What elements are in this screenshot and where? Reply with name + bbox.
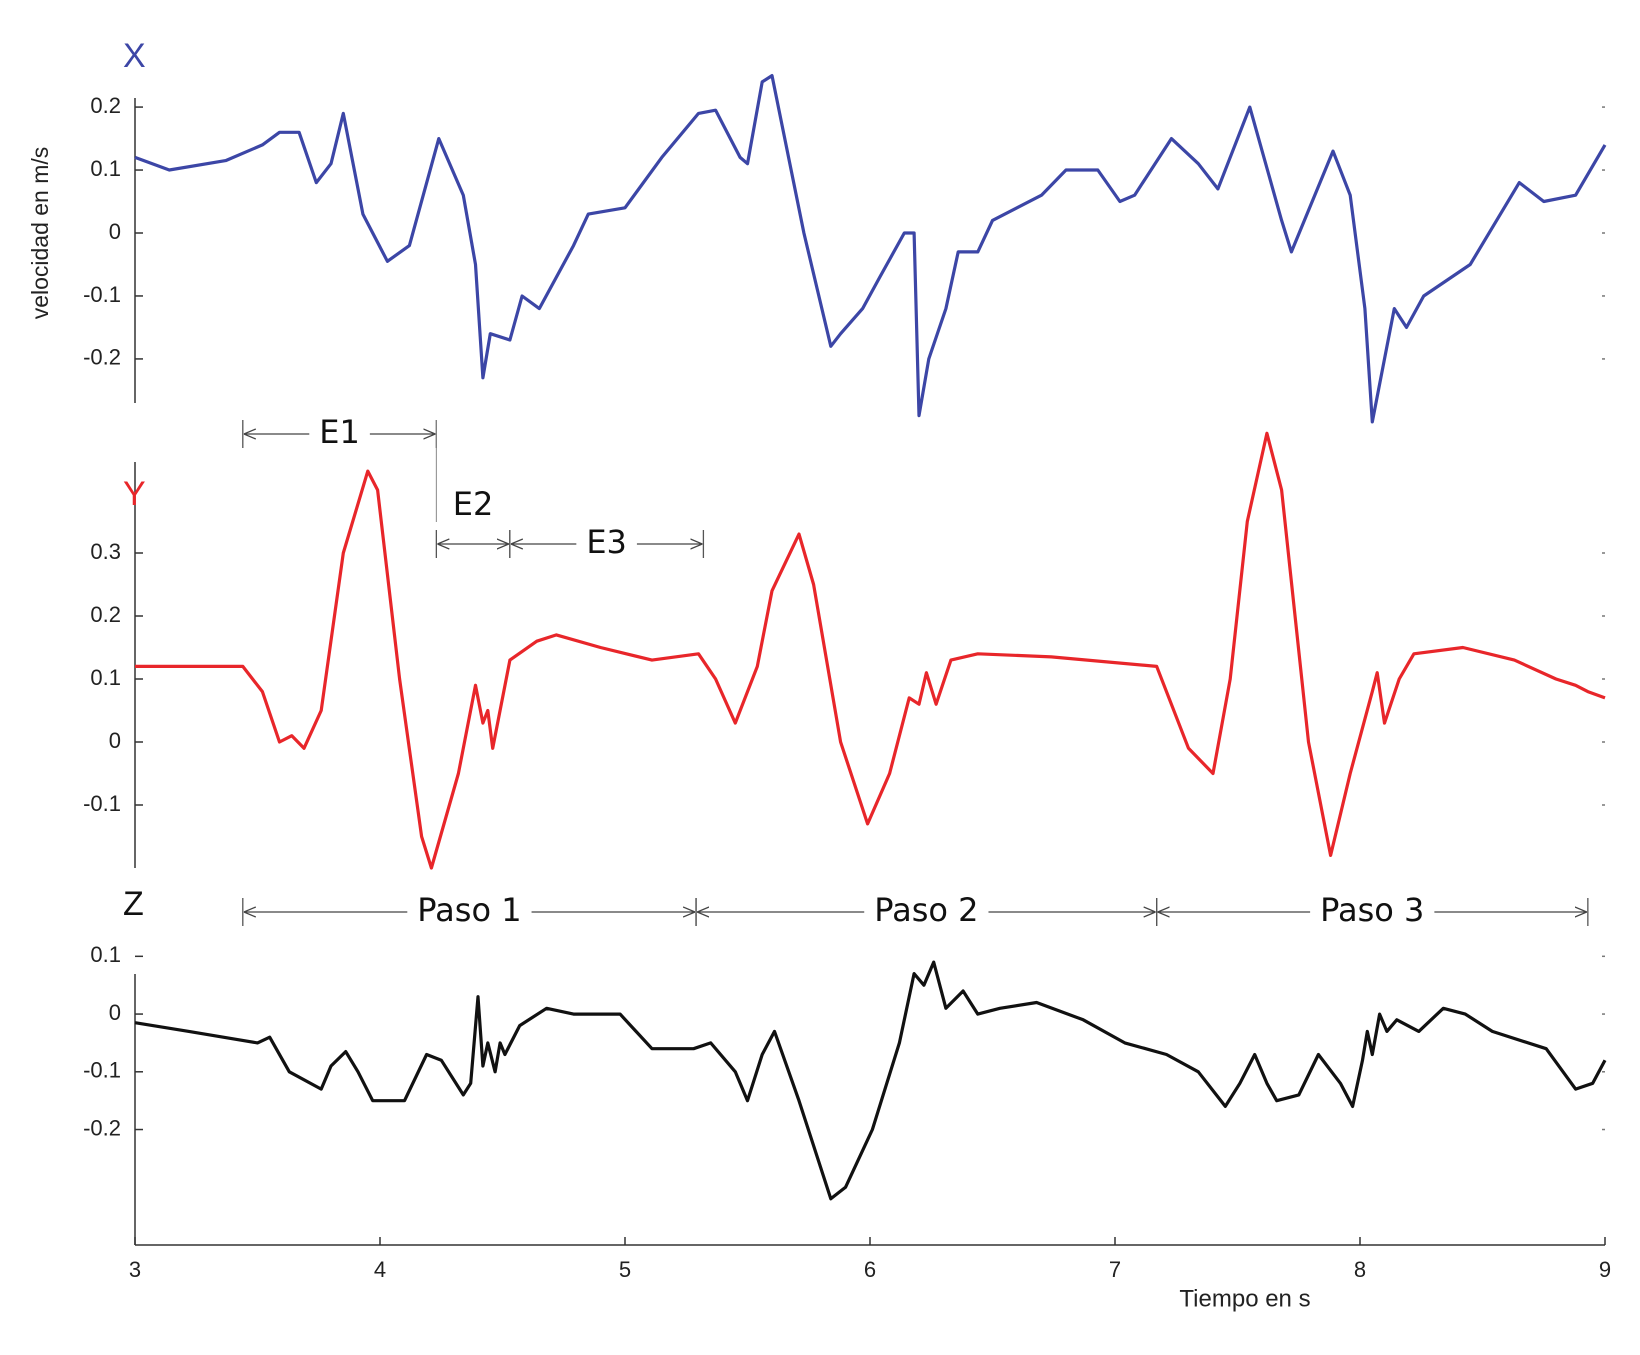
x-tick-label: 6 [864,1257,876,1282]
span-label: Paso 2 [874,891,978,929]
y-tick-label: -0.2 [83,345,121,370]
line-series [134,74,1607,424]
y-tick-label: 0.2 [90,93,121,118]
span-label: E3 [586,523,627,561]
y-tick-label: 0 [109,728,121,753]
span-label: Paso 3 [1320,891,1424,929]
panel-title: Y [123,475,146,513]
x-tick-label: 8 [1354,1257,1366,1282]
y-tick-label: 0.3 [90,539,121,564]
y-axis-label: velocidad en m/s [27,147,53,320]
panel-title: Z [123,885,144,923]
x-tick-label: 7 [1109,1257,1121,1282]
line-series [135,431,1606,870]
label-bg [309,430,370,438]
x-tick-label: 5 [619,1257,631,1282]
y-tick-label: 0 [109,219,121,244]
label-bg [864,908,989,916]
span-label: E1 [319,413,360,451]
y-tick-label: -0.1 [83,282,121,307]
y-tick-label: 0 [109,1000,121,1025]
x-tick-label: 3 [129,1257,141,1282]
y-tick-label: 0.1 [90,942,121,967]
label-bg [1310,908,1435,916]
y-tick-label: -0.1 [83,791,121,816]
label-bg [576,540,637,548]
y-tick-label: 0.1 [90,665,121,690]
y-tick-label: -0.1 [83,1058,121,1083]
x-tick-label: 9 [1599,1257,1611,1282]
y-tick-label: 0.1 [90,156,121,181]
span-label: Paso 1 [417,891,521,929]
line-series [134,960,1607,1201]
y-tick-label: 0.2 [90,602,121,627]
span-label: E2 [453,485,494,523]
x-tick-label: 4 [374,1257,386,1282]
label-bg [407,908,532,916]
panel-title: X [123,37,146,75]
y-tick-label: -0.2 [83,1115,121,1140]
x-axis-label: Tiempo en s [1179,1285,1310,1312]
